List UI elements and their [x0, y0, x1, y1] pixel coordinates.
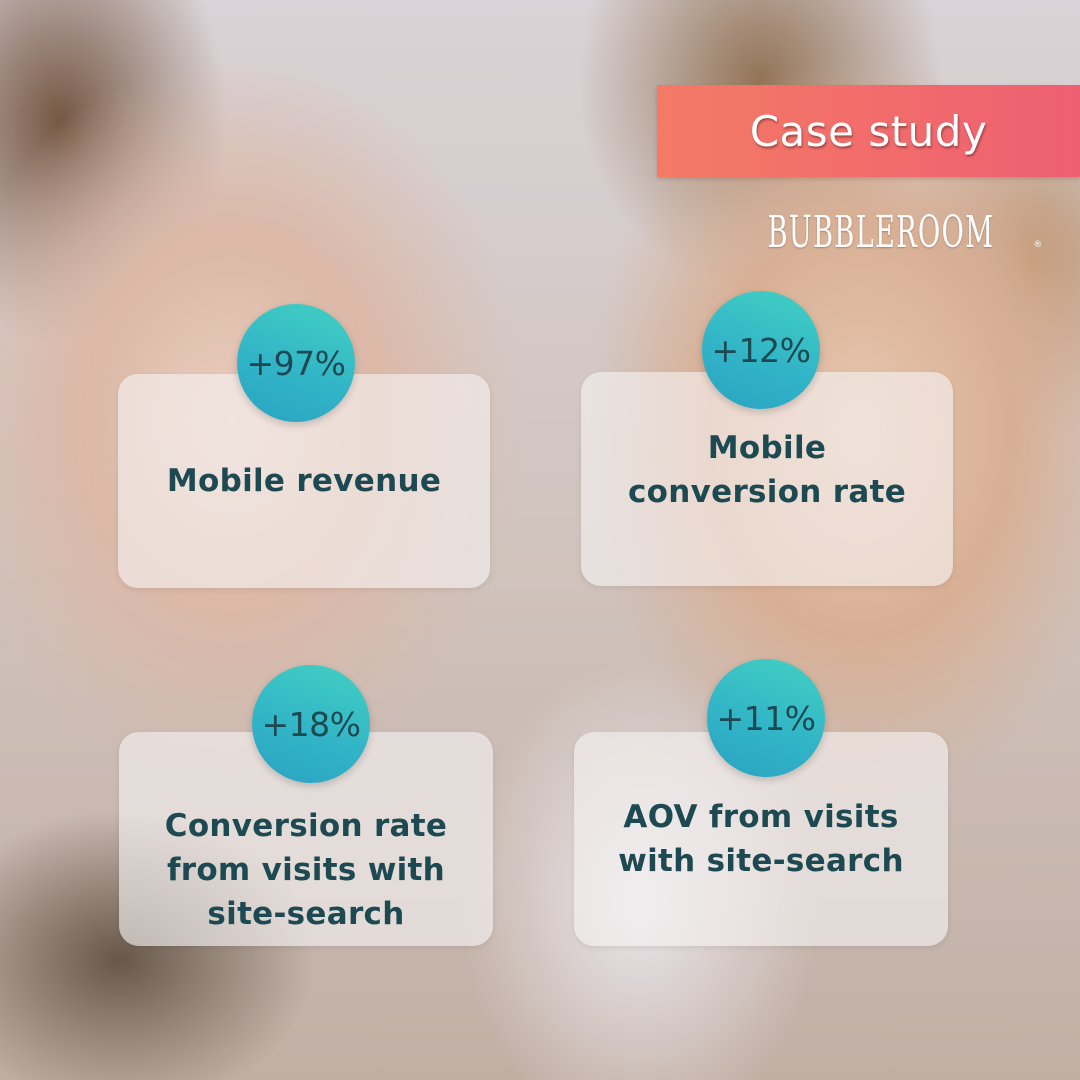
- stat-value: +97%: [246, 343, 347, 383]
- brand-logo-text: BUBBLEROOM: [767, 206, 994, 258]
- stat-label: Mobile revenue: [166, 463, 442, 499]
- stat-label: Mobile conversion rate: [627, 430, 907, 510]
- case-study-banner: Case study: [657, 85, 1080, 177]
- stat-value: +18%: [261, 704, 362, 744]
- stat-value: +12%: [711, 330, 812, 370]
- brand-logo: BUBBLEROOM ®: [760, 204, 1042, 260]
- registered-mark: ®: [1033, 240, 1043, 250]
- stat-label: AOV from visits with site-search: [618, 799, 904, 879]
- stat-badge-aov-site-search: +11%: [707, 659, 825, 777]
- stat-card-conversion-site-search: Conversion rate from visits with site-se…: [119, 732, 493, 946]
- stat-badge-mobile-revenue: +97%: [237, 304, 355, 422]
- stat-label: Conversion rate from visits with site-se…: [164, 808, 448, 932]
- banner-label: Case study: [749, 106, 988, 156]
- stat-badge-mobile-conversion: +12%: [702, 291, 820, 409]
- stat-value: +11%: [716, 698, 817, 738]
- stat-badge-conversion-site-search: +18%: [252, 665, 370, 783]
